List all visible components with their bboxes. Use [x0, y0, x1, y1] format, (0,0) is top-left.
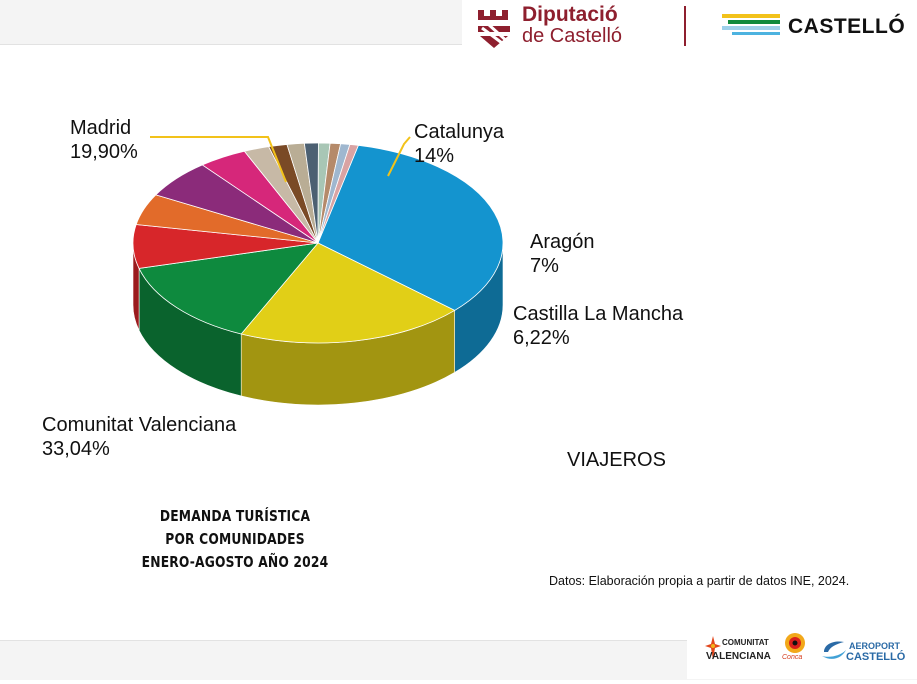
footer-comunitat-1: COMUNITAT — [722, 638, 769, 647]
pie-slice-1 — [240, 242, 456, 344]
comunitat-valenciana-logo-icon — [705, 636, 721, 660]
pie-slice-0 — [317, 144, 504, 311]
demanda-line-1: DEMANDA TURÍSTICA — [159, 507, 311, 525]
label-castilla-name: Castilla La Mancha — [513, 303, 684, 325]
demanda-line-2: POR COMUNIDADES — [165, 530, 305, 548]
label-catalunya: Catalunya 14% — [414, 120, 504, 168]
castello-logo-icon — [722, 14, 780, 35]
label-madrid-name: Madrid — [70, 117, 132, 139]
label-castilla-value: 6,22% — [513, 327, 570, 349]
header-divider — [684, 6, 686, 46]
footer-aeroport-1: AEROPORT — [849, 641, 901, 651]
header-logo-area — [462, 0, 917, 50]
conca-logo-icon — [785, 633, 805, 653]
pie-slice-14 — [317, 144, 359, 244]
aeroport-logo-icon — [822, 641, 846, 659]
diputacio-title: Diputació — [522, 3, 618, 26]
demanda-title: DEMANDA TURÍSTICA POR COMUNIDADES ENERO-… — [141, 505, 330, 574]
footer-logo-area — [687, 625, 917, 679]
label-cv-value: 33,04% — [42, 438, 110, 460]
footer-aeroport-2: CASTELLÓ — [846, 651, 906, 663]
demanda-line-3: ENERO-AGOSTO AÑO 2024 — [141, 553, 329, 571]
label-aragon-name: Aragón — [530, 231, 595, 253]
label-madrid: Madrid 19,90% — [70, 116, 138, 164]
label-aragon-value: 7% — [530, 255, 559, 277]
pie-slice-2 — [138, 242, 319, 335]
diputacio-logo-icon — [478, 10, 512, 48]
label-aragon: Aragón 7% — [530, 230, 595, 278]
label-cv-name: Comunitat Valenciana — [42, 414, 237, 436]
label-madrid-value: 19,90% — [70, 141, 138, 163]
pie-top — [132, 142, 504, 344]
pie-sides — [132, 242, 504, 406]
leader-line-1 — [150, 136, 287, 183]
label-catalunya-value: 14% — [414, 145, 455, 167]
castello-title: CASTELLÓ — [788, 15, 906, 38]
footer-conca-text: Conca — [782, 654, 803, 661]
viajeros-label: VIAJEROS — [567, 449, 666, 471]
label-comunitat-valenciana: Comunitat Valenciana 33,04% — [42, 413, 236, 461]
leader-line-2 — [387, 136, 411, 177]
label-castilla: Castilla La Mancha 6,22% — [513, 302, 683, 350]
source-note: Datos: Elaboración propia a partir de da… — [549, 574, 850, 588]
footer-comunitat-2: VALENCIANA — [706, 651, 771, 662]
label-catalunya-name: Catalunya — [414, 121, 505, 143]
diputacio-subtitle: de Castelló — [522, 25, 623, 47]
